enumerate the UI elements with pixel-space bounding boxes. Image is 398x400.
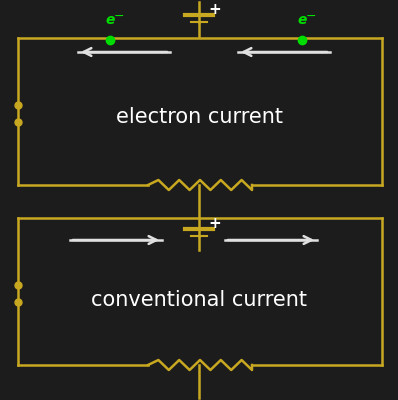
Text: −: − xyxy=(306,10,316,22)
Text: conventional current: conventional current xyxy=(91,290,307,310)
Text: e: e xyxy=(297,13,307,27)
Text: +: + xyxy=(208,2,221,18)
Text: e: e xyxy=(105,13,115,27)
Text: +: + xyxy=(208,216,221,232)
Text: −: − xyxy=(114,10,124,22)
Text: electron current: electron current xyxy=(115,107,283,127)
